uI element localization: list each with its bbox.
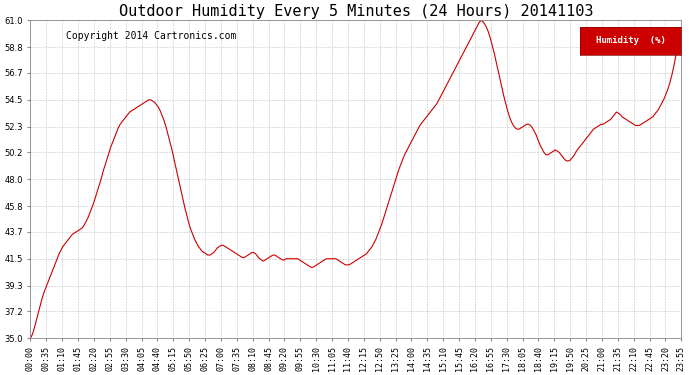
Text: Copyright 2014 Cartronics.com: Copyright 2014 Cartronics.com (66, 32, 236, 41)
Title: Outdoor Humidity Every 5 Minutes (24 Hours) 20141103: Outdoor Humidity Every 5 Minutes (24 Hou… (119, 4, 593, 19)
